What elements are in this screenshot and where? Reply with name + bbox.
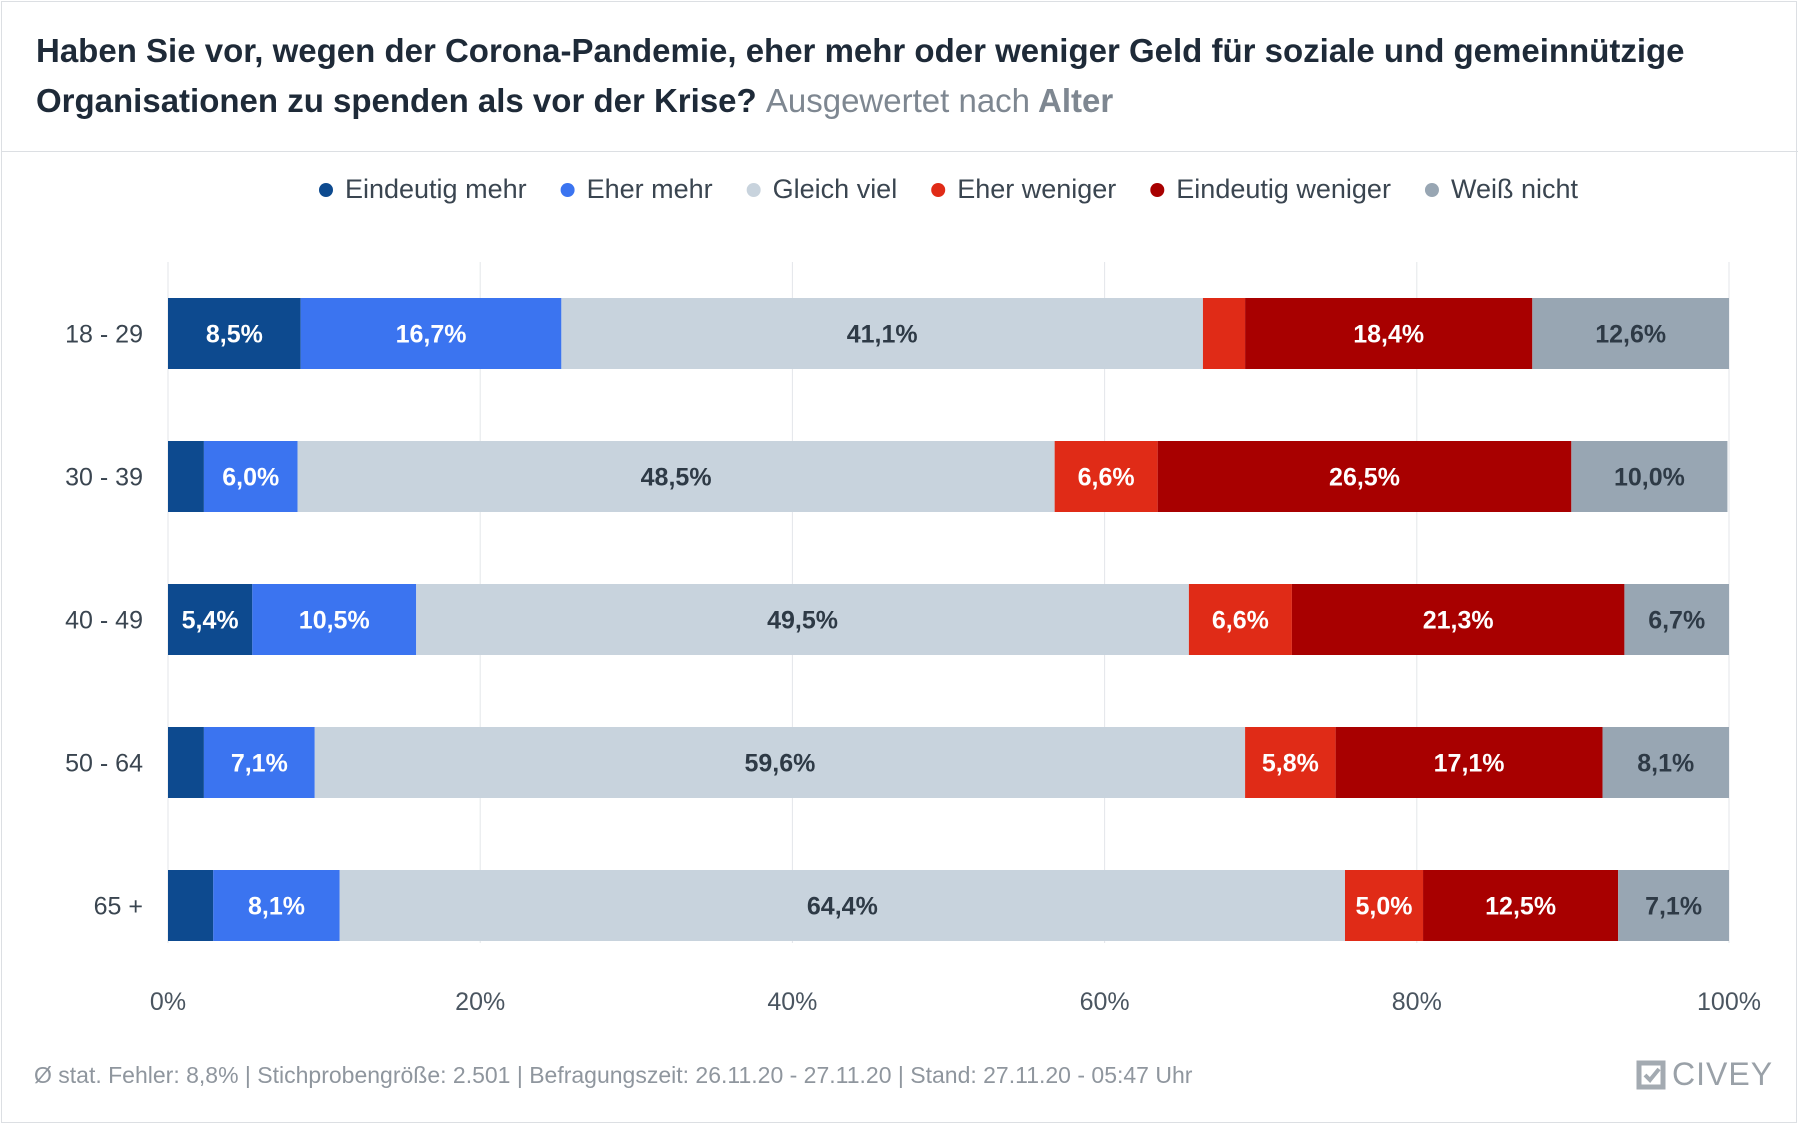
bar-segment	[1344, 870, 1424, 941]
data-label: 21,3%	[1423, 607, 1494, 635]
data-label: 8,1%	[1637, 750, 1694, 778]
data-label: 5,0%	[1356, 893, 1413, 921]
data-label: 8,1%	[248, 893, 305, 921]
legend-marker	[318, 183, 333, 197]
bar-segment	[168, 727, 204, 798]
data-label: 6,7%	[1648, 607, 1705, 635]
civey-logo: CIVEY	[1636, 1056, 1773, 1093]
bar-segment	[297, 441, 1055, 512]
bar-segment	[1157, 441, 1572, 512]
data-label: 5,4%	[182, 607, 239, 635]
data-label: 12,6%	[1595, 321, 1666, 349]
data-label: 6,6%	[1078, 464, 1135, 492]
bar-segment	[339, 870, 1345, 941]
subtitle-prefix: Ausgewertet nach	[765, 82, 1031, 119]
civey-logo-icon	[1636, 1060, 1666, 1089]
bar-segment	[1291, 584, 1625, 655]
legend-label: Eher mehr	[587, 174, 713, 204]
legend-marker	[746, 183, 761, 197]
legend-label: Eindeutig weniger	[1176, 174, 1391, 204]
bar-segment	[1571, 441, 1728, 512]
data-label: 7,1%	[1645, 893, 1702, 921]
x-tick-label: 40%	[767, 988, 817, 1016]
bar-segment	[203, 727, 315, 798]
data-label: 12,5%	[1485, 893, 1556, 921]
data-label: 7,1%	[231, 750, 288, 778]
category-label: 65 +	[94, 893, 143, 921]
x-tick-label: 0%	[150, 988, 186, 1016]
bar-segment	[168, 584, 253, 655]
category-label: 30 - 39	[65, 464, 143, 492]
bar-segment	[1624, 584, 1729, 655]
bar-segment	[561, 298, 1203, 369]
bar-segment	[1202, 298, 1246, 369]
bar-segment	[213, 870, 340, 941]
data-label: 48,5%	[641, 464, 712, 492]
data-label: 26,5%	[1329, 464, 1400, 492]
data-label: 49,5%	[767, 607, 838, 635]
footer-note: Ø stat. Fehler: 8,8% | Stichprobengröße:…	[34, 1062, 1193, 1088]
data-label: 5,8%	[1262, 750, 1319, 778]
data-label: 17,1%	[1434, 750, 1505, 778]
data-label: 64,4%	[807, 893, 878, 921]
x-tick-label: 60%	[1080, 988, 1130, 1016]
bar-segment	[416, 584, 1189, 655]
bar-segment	[1245, 298, 1533, 369]
x-tick-label: 100%	[1697, 988, 1761, 1016]
data-label: 8,5%	[206, 321, 263, 349]
bar-segment	[1602, 727, 1729, 798]
legend-label: Eher weniger	[957, 174, 1116, 204]
title-question: Haben Sie vor, wegen der Corona-Pandemie…	[36, 32, 1685, 119]
chart-title: Haben Sie vor, wegen der Corona-Pandemie…	[36, 26, 1776, 126]
bar-segment	[1188, 584, 1292, 655]
bar-segment	[168, 870, 214, 941]
bar-segment	[168, 298, 301, 369]
legend-label: Gleich viel	[773, 174, 898, 204]
category-label: 18 - 29	[65, 321, 143, 349]
legend-marker	[1150, 183, 1165, 197]
bar-segment	[1532, 298, 1729, 369]
subtitle-dimension: Alter	[1037, 82, 1114, 119]
legend-label: Weiß nicht	[1451, 174, 1579, 204]
legend-label: Eindeutig mehr	[345, 174, 527, 204]
data-label: 18,4%	[1353, 321, 1424, 349]
bar-segment	[314, 727, 1246, 798]
data-label: 6,0%	[222, 464, 279, 492]
data-label: 41,1%	[847, 321, 918, 349]
legend-marker	[560, 183, 575, 197]
x-tick-label: 80%	[1392, 988, 1442, 1016]
bar-segment	[168, 441, 204, 512]
logo-text: CIVEY	[1672, 1056, 1774, 1092]
data-label: 59,6%	[744, 750, 815, 778]
legend-marker	[931, 183, 946, 197]
data-label: 6,6%	[1212, 607, 1269, 635]
category-label: 40 - 49	[65, 607, 143, 635]
bar-segment	[300, 298, 562, 369]
legend-marker	[1424, 183, 1439, 197]
bar-segment	[1618, 870, 1729, 941]
chart-header: Haben Sie vor, wegen der Corona-Pandemie…	[2, 2, 1798, 152]
bar-segment	[1423, 870, 1619, 941]
x-tick-label: 20%	[455, 988, 505, 1016]
bar-segment	[252, 584, 417, 655]
bar-segment	[203, 441, 298, 512]
data-label: 16,7%	[396, 321, 467, 349]
category-label: 50 - 64	[65, 750, 143, 778]
data-label: 10,0%	[1614, 464, 1685, 492]
bar-segment	[1335, 727, 1603, 798]
data-label: 10,5%	[299, 607, 370, 635]
bar-segment	[1054, 441, 1158, 512]
bar-segment	[1245, 727, 1336, 798]
